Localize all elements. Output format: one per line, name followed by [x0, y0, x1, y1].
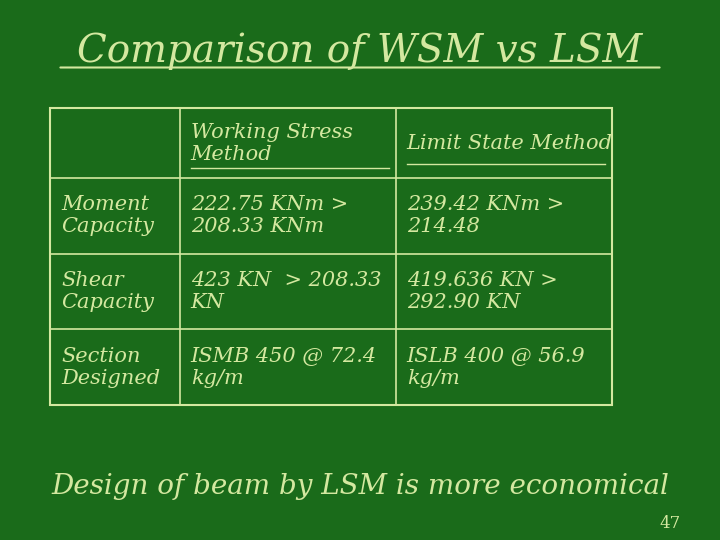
Text: Section
Designed: Section Designed	[61, 347, 161, 388]
Text: 419.636 KN >
292.90 KN: 419.636 KN > 292.90 KN	[407, 271, 557, 312]
Text: Working Stress
Method: Working Stress Method	[191, 123, 353, 164]
Text: 47: 47	[659, 515, 680, 532]
Text: Limit State Method: Limit State Method	[407, 133, 613, 153]
Text: 222.75 KNm >
208.33 KNm: 222.75 KNm > 208.33 KNm	[191, 195, 348, 237]
Text: ISLB 400 @ 56.9
kg/m: ISLB 400 @ 56.9 kg/m	[407, 347, 585, 388]
Text: 423 KN  > 208.33
KN: 423 KN > 208.33 KN	[191, 271, 382, 312]
Text: Design of beam by LSM is more economical: Design of beam by LSM is more economical	[51, 472, 669, 500]
Text: Comparison of WSM vs LSM: Comparison of WSM vs LSM	[77, 32, 643, 70]
Text: Shear
Capacity: Shear Capacity	[61, 271, 154, 312]
Text: Moment
Capacity: Moment Capacity	[61, 195, 154, 237]
Text: ISMB 450 @ 72.4
kg/m: ISMB 450 @ 72.4 kg/m	[191, 347, 377, 388]
Text: 239.42 KNm >
214.48: 239.42 KNm > 214.48	[407, 195, 564, 237]
